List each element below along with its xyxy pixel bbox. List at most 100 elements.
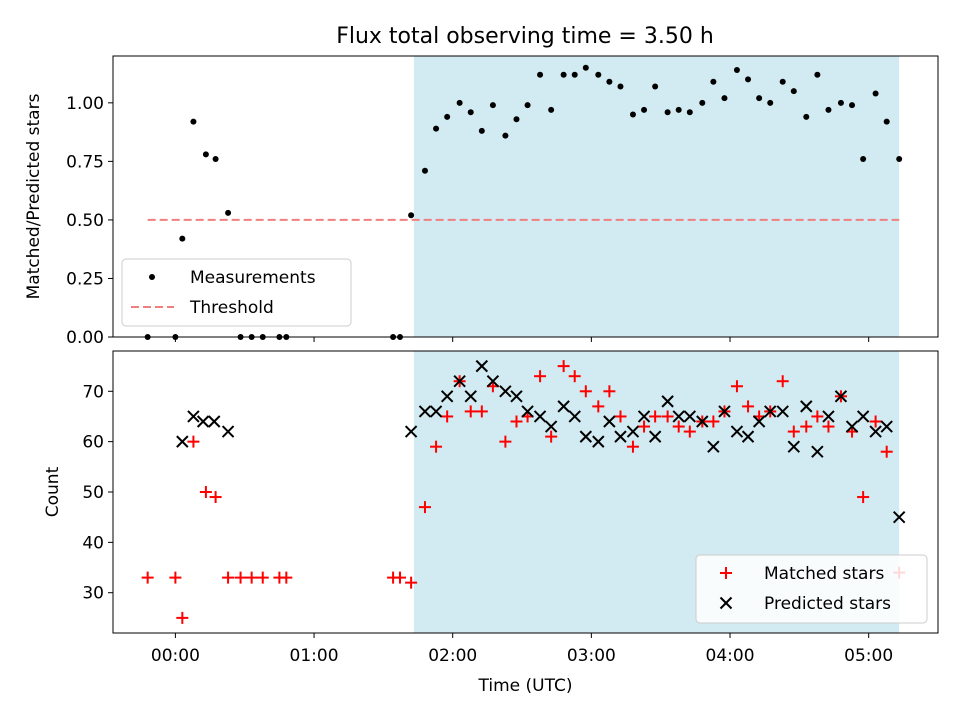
matched-star-point <box>510 415 523 428</box>
matched-star-point <box>141 571 154 584</box>
predicted-star-point <box>730 425 744 438</box>
matched-star-point <box>280 571 293 584</box>
legend-marker-matched-stars <box>720 567 732 579</box>
measurement-point <box>860 156 867 163</box>
x-stroke <box>661 395 674 408</box>
x-stroke <box>696 415 709 428</box>
measurement-point <box>756 95 763 102</box>
predicted-star-point <box>648 430 662 443</box>
predicted-star-point <box>811 445 824 458</box>
x-stroke <box>533 410 547 423</box>
predicted-star-point <box>892 510 906 524</box>
predicted-star-point <box>683 410 697 423</box>
measurement-point <box>641 106 648 113</box>
x-stroke <box>776 405 789 418</box>
predicted-star-point <box>626 425 640 438</box>
predicted-star-point <box>834 390 848 403</box>
predicted-star-point <box>475 359 489 373</box>
predicted-star-point <box>661 395 674 408</box>
predicted-star-point <box>486 375 500 388</box>
measurement-point <box>548 106 555 113</box>
x-stroke <box>718 405 731 418</box>
x-stroke <box>475 359 489 373</box>
y-tick-label: 30 <box>82 584 104 604</box>
x-stroke <box>683 410 697 423</box>
top-legend: Measurements Threshold <box>121 258 352 327</box>
predicted-star-point <box>544 420 558 433</box>
matched-star-point <box>568 370 581 383</box>
predicted-star-point <box>418 405 432 418</box>
x-stroke <box>486 375 500 388</box>
measurement-point <box>767 99 774 106</box>
legend-label-predicted-stars: Predicted stars <box>764 594 891 614</box>
y-tick-label: 0.00 <box>66 328 104 348</box>
measurement-point <box>814 71 821 78</box>
x-tick-label: 00:00 <box>151 646 200 666</box>
measurement-point <box>883 118 890 125</box>
matched-star-point <box>545 430 558 443</box>
top-series-layer <box>144 64 903 340</box>
x-stroke <box>648 430 662 443</box>
matched-star-point <box>169 571 182 584</box>
matched-star-point <box>787 425 800 438</box>
x-stroke <box>845 420 859 433</box>
measurement-point <box>629 111 636 118</box>
x-stroke <box>880 420 893 433</box>
y-tick-label: 40 <box>82 533 104 553</box>
y-tick-label: 0.50 <box>66 211 104 231</box>
x-stroke <box>176 435 189 448</box>
x-stroke <box>499 385 512 398</box>
matched-star-point <box>475 405 488 418</box>
matched-star-point <box>441 410 454 423</box>
bottom-series-layer <box>141 359 906 624</box>
x-stroke <box>592 435 605 448</box>
matched-star-point <box>614 410 627 423</box>
matched-star-point <box>869 415 882 428</box>
x-stroke <box>822 410 835 423</box>
x-stroke <box>834 390 848 403</box>
x-stroke <box>187 410 200 423</box>
measurement-point <box>595 71 602 78</box>
predicted-star-point <box>196 415 210 428</box>
matched-star-point <box>649 410 662 423</box>
measurement-point <box>513 116 520 123</box>
matched-star-point <box>418 501 431 514</box>
x-stroke <box>614 430 627 443</box>
x-stroke <box>453 375 466 388</box>
x-stroke <box>787 440 801 453</box>
x-tick-label: 04:00 <box>706 646 755 666</box>
measurement-point <box>617 83 624 90</box>
matched-star-point <box>430 440 443 453</box>
predicted-star-point <box>510 390 523 403</box>
top-legend-box <box>121 258 352 327</box>
measurement-point <box>408 212 415 219</box>
x-stroke <box>404 425 418 438</box>
matched-star-point <box>603 385 616 398</box>
legend-label-threshold: Threshold <box>189 298 274 318</box>
predicted-star-point <box>187 410 200 423</box>
legend-label-matched-stars: Matched stars <box>764 564 884 584</box>
top-y-axis-label: Matched/Predicted stars <box>24 93 44 299</box>
predicted-star-point <box>603 415 616 428</box>
predicted-star-point <box>787 440 801 453</box>
count-panel: 30 40 50 60 70 00:00 01:00 02:00 03:00 04:00 05:0… <box>43 350 939 696</box>
measurement-point <box>849 102 856 109</box>
y-tick-label: 50 <box>82 483 104 503</box>
x-stroke <box>707 440 720 453</box>
matched-star-point <box>638 420 651 433</box>
matched-star-point <box>742 400 755 413</box>
observing-window-shade <box>413 56 900 337</box>
matched-star-point <box>557 360 570 373</box>
measurement-point <box>433 125 440 132</box>
top-plot-frame <box>112 55 939 338</box>
x-stroke <box>521 405 534 418</box>
measurement-point <box>664 109 671 116</box>
x-stroke <box>719 596 733 610</box>
measurement-point <box>179 235 186 242</box>
predicted-star-point <box>776 405 789 418</box>
y-tick-label: 1.00 <box>66 94 104 114</box>
matched-star-point <box>857 491 870 504</box>
x-stroke <box>440 390 454 403</box>
x-stroke <box>892 510 906 524</box>
